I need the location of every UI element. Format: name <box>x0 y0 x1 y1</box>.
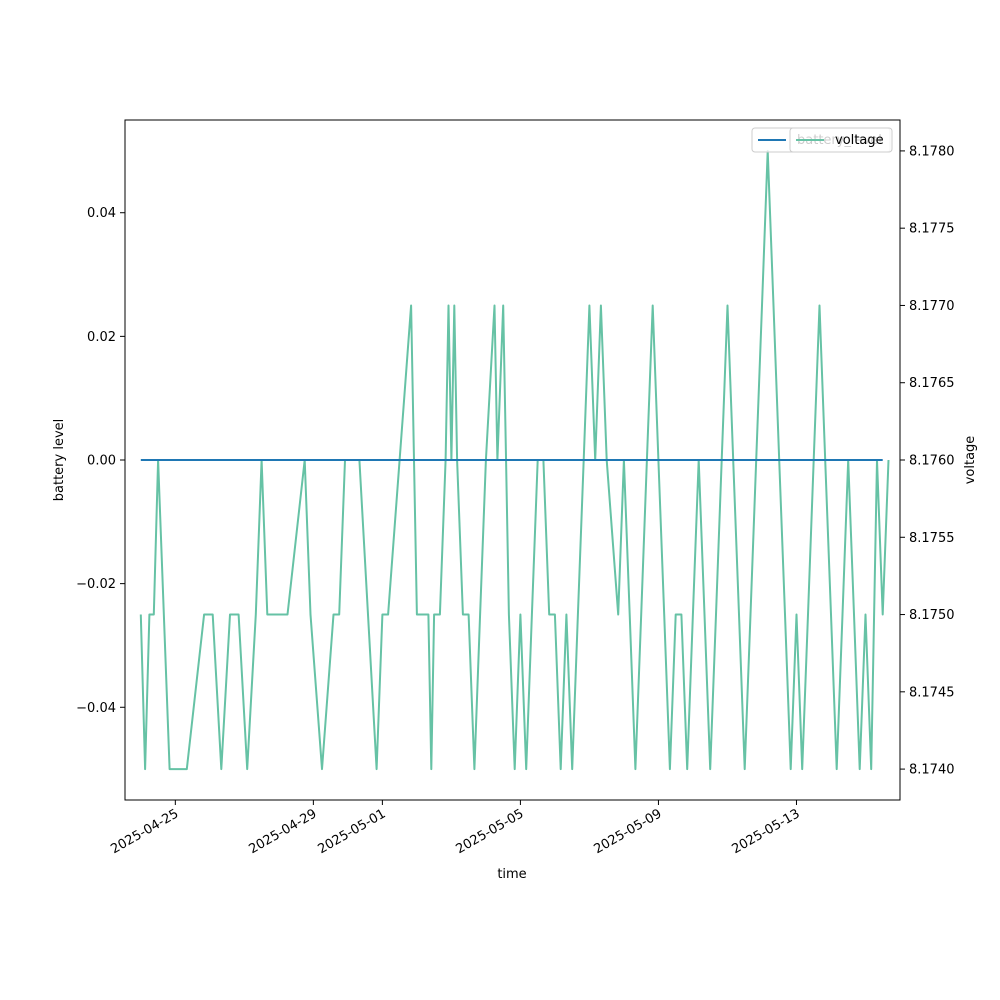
y2-tick-label: 8.1740 <box>909 763 955 778</box>
legend-box-right <box>789 127 893 153</box>
y2-axis-label: voltage <box>963 436 978 485</box>
y-tick-label: −0.04 <box>76 701 116 716</box>
y-tick-label: 0.02 <box>87 330 116 345</box>
y2-tick-label: 8.1750 <box>909 608 955 623</box>
y-tick-label: 0.00 <box>87 454 116 469</box>
y-axis-label: battery level <box>52 419 67 502</box>
legend-label-voltage: voltage <box>835 133 884 148</box>
x-axis-label: time <box>497 867 526 882</box>
plot-area <box>139 149 890 771</box>
y2-tick-label: 8.1765 <box>909 376 955 391</box>
series-line-voltage <box>139 149 890 771</box>
y2-tick-label: 8.1745 <box>909 685 955 700</box>
y2-tick-label: 8.1770 <box>909 299 955 314</box>
y-tick-label: 0.04 <box>87 206 116 221</box>
y2-tick-label: 8.1755 <box>909 531 955 546</box>
legend-voltage: voltage <box>789 127 893 153</box>
y2-tick-label: 8.1780 <box>909 144 955 159</box>
y2-tick-label: 8.1775 <box>909 222 955 237</box>
y2-tick-label: 8.1760 <box>909 454 955 469</box>
y-tick-label: −0.02 <box>76 577 116 592</box>
